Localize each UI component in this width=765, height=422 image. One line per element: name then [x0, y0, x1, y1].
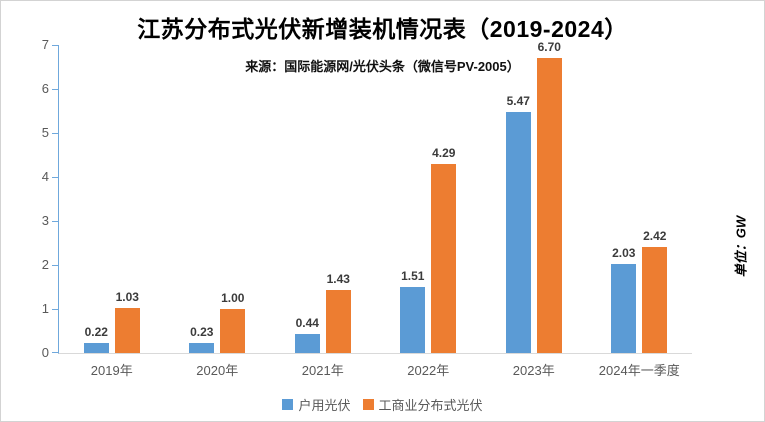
y-tick-label: 5 [41, 125, 49, 140]
chart-subtitle: 来源：国际能源网/光伏头条（微信号PV-2005） [245, 59, 520, 74]
y-tick-mark [52, 264, 58, 266]
x-tick-label: 2020年 [196, 363, 239, 378]
bar: 4.29 [431, 146, 457, 353]
category-column: 5.47 6.70 2023年 [481, 40, 587, 378]
x-tick-label: 2022年 [407, 363, 450, 378]
bar-value-label: 1.00 [221, 291, 245, 305]
x-tick-label: 2023年 [512, 363, 555, 378]
legend-label-series2: 工商业分布式光伏 [378, 398, 483, 413]
bar: 1.43 [325, 272, 351, 353]
y-tick-mark [52, 220, 58, 222]
bar-value-label: 4.29 [432, 146, 456, 161]
category-column: 0.44 1.43 2021年 [270, 45, 376, 378]
bar-value-label: 2.42 [643, 228, 667, 243]
legend-swatch-series2 [362, 399, 374, 410]
x-tick-label: 2024年一季度 [598, 363, 680, 378]
bar: 2.42 [642, 229, 668, 353]
bar-value-label: 0.23 [190, 324, 214, 339]
chart-title: 江苏分布式光伏新增装机情况表（2019-2024） [137, 16, 628, 42]
bar-value-label: 5.47 [506, 94, 530, 109]
x-tick-label: 2019年 [90, 363, 133, 378]
y-tick-label: 4 [41, 169, 49, 184]
y-tick-mark [52, 176, 58, 178]
bar: 1.03 [114, 290, 140, 353]
category-column: 1.51 4.29 2022年 [376, 45, 482, 378]
y-tick-mark [52, 88, 58, 90]
legend-item: 工商业分布式光伏 [362, 395, 483, 414]
bar: 5.47 [505, 94, 531, 353]
y-tick-mark [52, 308, 58, 310]
bar-value-label: 0.44 [295, 315, 319, 330]
y-tick-mark [52, 44, 58, 46]
y-tick-label: 3 [41, 213, 49, 228]
y-tick-mark [52, 132, 58, 134]
legend-swatch-series1 [282, 399, 294, 410]
bar-value-label: 1.51 [401, 268, 425, 283]
bar: 6.70 [536, 40, 562, 353]
bar-columns: 0.22 1.03 2019年 0.23 1.00 2020年 0.44 1.43 2021年 1… [59, 40, 693, 378]
y-axis-unit-label: 单位：GW [733, 215, 749, 278]
bar: 0.23 [189, 325, 215, 353]
y-tick-label: 6 [41, 81, 49, 96]
x-tick-label: 2021年 [301, 363, 344, 378]
legend-label-series1: 户用光伏 [298, 398, 351, 413]
category-column: 0.23 1.00 2020年 [165, 45, 271, 378]
bar-value-label: 1.03 [115, 289, 139, 304]
legend: 户用光伏 工商业分布式光伏 [1, 395, 764, 414]
category-column: 2.03 2.42 2024年一季度 [587, 45, 693, 378]
bar-value-label: 2.03 [612, 245, 636, 260]
y-tick-mark [52, 352, 58, 353]
bar-value-label: 0.22 [84, 325, 108, 340]
legend-item: 户用光伏 [282, 395, 351, 414]
bar: 2.03 [611, 246, 637, 353]
bar-value-label: 1.43 [326, 272, 350, 287]
y-tick-label: 1 [41, 301, 49, 316]
plot-area: 0.22 1.03 2019年 0.23 1.00 2020年 0.44 1.43 2021年 1… [42, 38, 693, 378]
bar: 1.00 [220, 291, 246, 353]
bar: 1.51 [400, 269, 426, 353]
category-column: 0.22 1.03 2019年 [59, 45, 165, 378]
bar: 0.22 [83, 325, 109, 353]
bar-value-label: 6.70 [537, 40, 561, 55]
bar: 0.44 [294, 316, 320, 353]
y-tick-label: 0 [41, 345, 49, 360]
y-tick-label: 2 [41, 257, 49, 272]
y-tick-label: 7 [41, 37, 49, 52]
